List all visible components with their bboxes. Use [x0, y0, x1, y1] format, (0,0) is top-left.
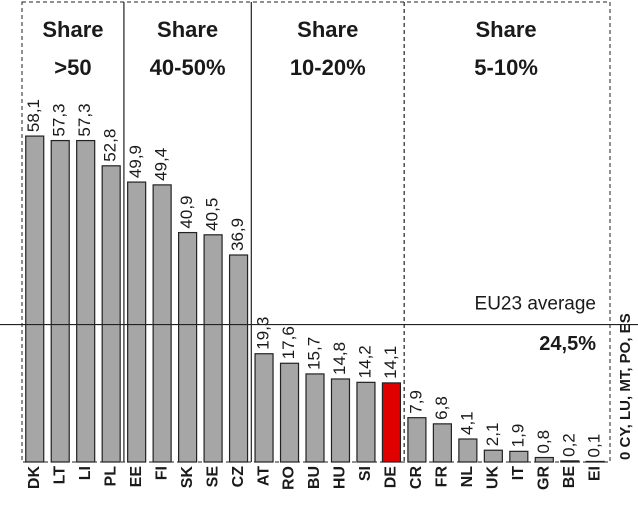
bar	[585, 460, 605, 463]
data-label: 40,5	[203, 198, 222, 231]
x-tick-label: DE	[383, 466, 400, 489]
bar	[254, 353, 274, 463]
bar	[152, 184, 172, 463]
data-label: 14,2	[355, 345, 374, 378]
frame	[21, 1, 611, 463]
bar	[203, 234, 223, 463]
x-tick-label: FI	[153, 466, 170, 480]
bar	[432, 423, 452, 463]
bar	[509, 450, 529, 463]
bar	[356, 381, 376, 463]
x-tick-label: BE	[561, 466, 578, 489]
data-label: 0,1	[585, 434, 604, 458]
data-label: 19,3	[254, 317, 273, 350]
x-tick-label: UK	[485, 466, 502, 490]
side-note: 0 CY, LU, MT, PO, ES	[617, 313, 634, 460]
group-title: 40-50%	[150, 55, 226, 80]
average-label: EU23 average	[475, 294, 596, 315]
data-label: 4,1	[457, 411, 476, 435]
bar	[25, 135, 45, 463]
bar	[101, 165, 121, 463]
x-tick-label: FR	[434, 466, 451, 488]
bar	[534, 456, 554, 463]
group-title: Share	[476, 17, 537, 42]
data-label: 0,8	[534, 430, 553, 454]
group-title: >50	[54, 55, 91, 80]
x-tick-label: PL	[102, 466, 119, 487]
x-tick-label: CR	[408, 466, 425, 490]
data-label: 36,9	[228, 218, 247, 251]
bar	[407, 417, 427, 463]
bar	[279, 362, 300, 463]
bar	[483, 449, 503, 463]
data-label: 49,4	[152, 148, 171, 181]
data-label: 14,1	[381, 346, 400, 379]
data-label: 17,6	[279, 326, 298, 359]
data-label: 1,9	[508, 424, 527, 448]
data-label: 15,7	[304, 337, 323, 370]
x-tick-label: SE	[204, 466, 221, 488]
x-tick-label: BU	[306, 466, 323, 489]
x-tick-label: SI	[357, 466, 374, 481]
group-title: 10-20%	[290, 55, 366, 80]
x-tick-label: CZ	[230, 466, 247, 488]
group-title: 5-10%	[474, 55, 538, 80]
group-title: Share	[42, 17, 103, 42]
x-tick-label: DK	[26, 466, 43, 490]
bar	[381, 382, 402, 463]
bar	[228, 254, 249, 463]
data-label: 14,8	[330, 342, 349, 375]
data-label: 52,8	[101, 129, 120, 162]
x-tick-label: LI	[77, 466, 94, 480]
data-label: 0,2	[559, 433, 578, 457]
x-tick-label: AT	[255, 466, 272, 486]
bar	[458, 438, 478, 463]
bar	[305, 373, 325, 463]
x-tick-label: HU	[332, 466, 349, 489]
x-tick-label: EI	[586, 466, 603, 481]
bar	[50, 139, 70, 463]
average-value: 24,5%	[539, 333, 596, 355]
bar	[178, 231, 198, 463]
data-label: 7,9	[406, 390, 425, 414]
bar	[127, 181, 147, 463]
x-tick-label: GR	[536, 466, 553, 490]
data-label: 49,9	[126, 145, 145, 178]
group-title: Share	[297, 17, 358, 42]
x-tick-label: NL	[459, 466, 476, 488]
x-tick-label: EE	[128, 466, 145, 488]
data-label: 2,1	[483, 423, 502, 447]
group-title: Share	[157, 17, 218, 42]
data-label: 40,9	[177, 195, 196, 228]
data-label: 57,3	[50, 103, 69, 136]
data-label: 58,1	[24, 99, 43, 132]
bar	[560, 460, 580, 463]
data-label: 6,8	[432, 396, 451, 420]
bar	[330, 378, 351, 463]
x-tick-label: IT	[510, 466, 527, 480]
data-label: 57,3	[75, 103, 94, 136]
x-tick-label: LT	[51, 466, 68, 485]
bar	[76, 139, 96, 463]
x-tick-label: RO	[281, 466, 298, 490]
x-tick-label: SK	[179, 466, 196, 489]
